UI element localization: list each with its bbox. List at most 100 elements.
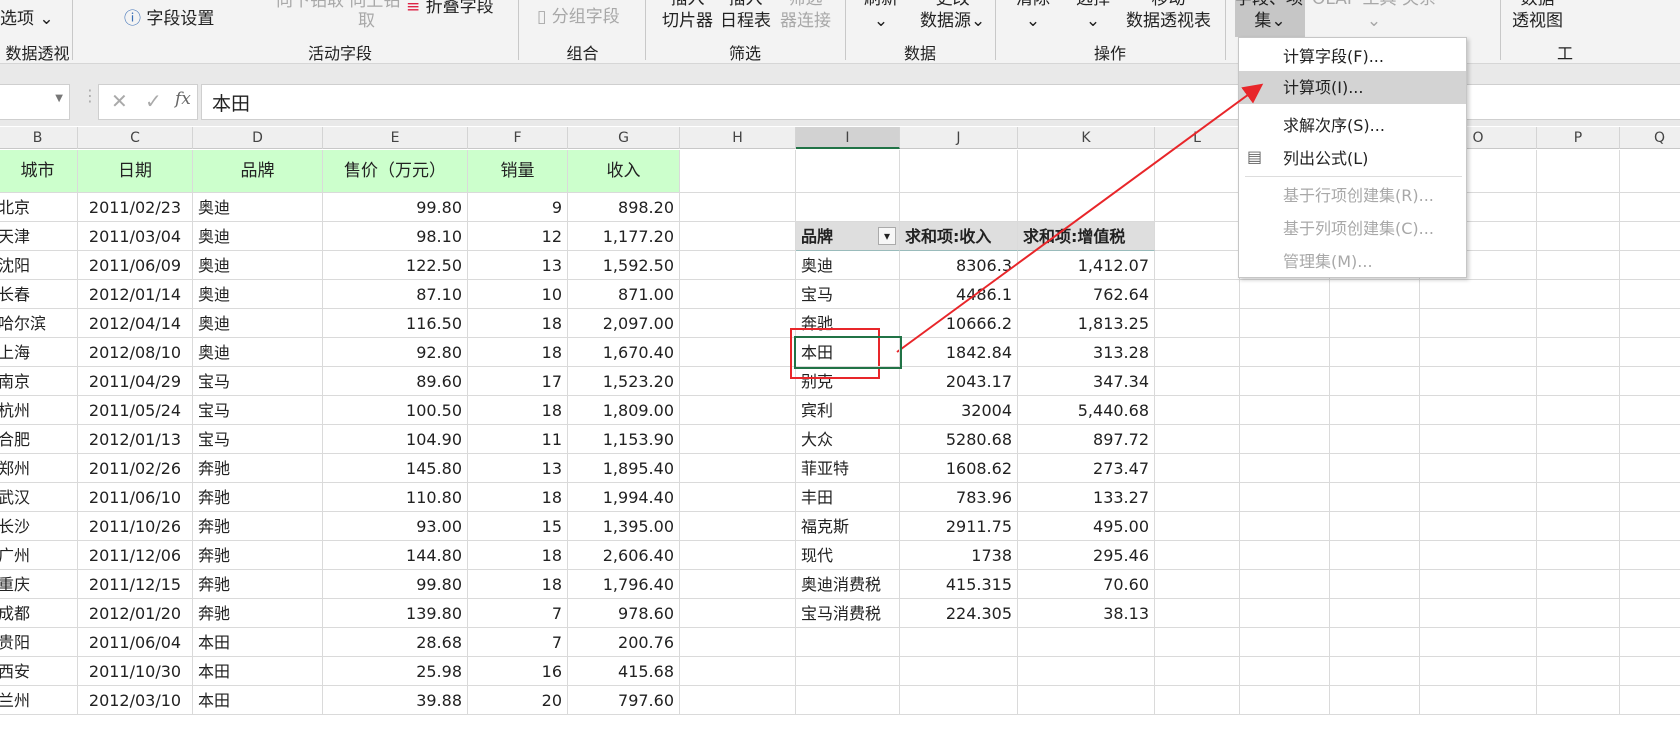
empty-cell[interactable] [1330,396,1420,425]
empty-cell[interactable] [1240,483,1330,512]
source-data-cell[interactable]: 本田 [193,657,323,686]
source-data-cell[interactable]: 本田 [193,686,323,715]
drag-handle-icon[interactable]: ⋮ [82,86,98,105]
empty-cell[interactable] [1620,512,1680,541]
source-data-cell[interactable]: 1,523.20 [568,367,680,396]
empty-cell[interactable] [680,657,796,686]
source-data-cell[interactable]: 上海 [0,338,78,367]
source-data-cell[interactable]: 2011/02/23 [78,193,193,222]
pivot-data-cell[interactable]: 1,412.07 [1018,251,1155,280]
source-data-cell[interactable]: 1,670.40 [568,338,680,367]
source-data-cell[interactable]: 奔驰 [193,570,323,599]
empty-cell[interactable] [1537,396,1620,425]
source-data-cell[interactable]: 89.60 [323,367,468,396]
empty-cell[interactable] [1155,599,1240,628]
empty-cell[interactable] [680,309,796,338]
empty-cell[interactable] [900,628,1018,657]
empty-cell[interactable] [1420,628,1537,657]
pivot-data-cell[interactable]: 32004 [900,396,1018,425]
source-data-cell[interactable]: 重庆 [0,570,78,599]
empty-cell[interactable] [1537,150,1620,193]
column-header[interactable]: D [193,127,323,149]
collapse-field-button[interactable]: ≡ 折叠字段 [406,0,494,18]
source-data-cell[interactable]: 18 [468,338,568,367]
pivot-data-cell[interactable]: 2911.75 [900,512,1018,541]
empty-cell[interactable] [1240,338,1330,367]
empty-cell[interactable] [1330,483,1420,512]
empty-cell[interactable] [1018,628,1155,657]
source-data-cell[interactable]: 39.88 [323,686,468,715]
options-button[interactable]: 选项 ⌄ [0,9,54,29]
empty-cell[interactable] [680,367,796,396]
empty-cell[interactable] [1537,541,1620,570]
source-data-cell[interactable]: 兰州 [0,686,78,715]
empty-cell[interactable] [1420,309,1537,338]
empty-cell[interactable] [1537,280,1620,309]
empty-cell[interactable] [1330,541,1420,570]
pivot-data-cell[interactable]: 70.60 [1018,570,1155,599]
pivot-header-cell[interactable]: 求和项:收入 [900,222,1018,251]
source-header-cell[interactable]: 售价（万元） [323,150,468,193]
source-data-cell[interactable]: 奔驰 [193,454,323,483]
source-data-cell[interactable]: 哈尔滨 [0,309,78,338]
source-data-cell[interactable]: 2012/08/10 [78,338,193,367]
empty-cell[interactable] [1620,150,1680,193]
source-data-cell[interactable]: 2012/03/10 [78,686,193,715]
source-data-cell[interactable]: 北京 [0,193,78,222]
empty-cell[interactable] [1537,570,1620,599]
menu-item[interactable]: 求解次序(S)... [1283,116,1385,135]
source-data-cell[interactable]: 2011/12/06 [78,541,193,570]
source-data-cell[interactable]: 2,097.00 [568,309,680,338]
source-data-cell[interactable]: 92.80 [323,338,468,367]
source-data-cell[interactable]: 99.80 [323,193,468,222]
empty-cell[interactable] [900,657,1018,686]
empty-cell[interactable] [1537,628,1620,657]
drill-down-button[interactable]: 向下钻取 向上钻 [276,0,400,12]
empty-cell[interactable] [1240,425,1330,454]
source-data-cell[interactable]: 奥迪 [193,309,323,338]
empty-cell[interactable] [1240,454,1330,483]
empty-cell[interactable] [1240,657,1330,686]
clear-button[interactable]: 清除⌄ [1016,0,1050,32]
source-data-cell[interactable]: 1,177.20 [568,222,680,251]
empty-cell[interactable] [1018,657,1155,686]
pivot-data-cell[interactable]: 菲亚特 [796,454,900,483]
source-data-cell[interactable]: 奥迪 [193,338,323,367]
empty-cell[interactable] [680,193,796,222]
filter-dropdown-icon[interactable]: ▾ [878,227,896,245]
field-settings-button[interactable]: ⓘ 字段设置 [124,8,214,30]
empty-cell[interactable] [1420,483,1537,512]
pivot-data-cell[interactable]: 1,813.25 [1018,309,1155,338]
source-data-cell[interactable]: 奥迪 [193,193,323,222]
fx-icon[interactable]: fx [175,89,191,109]
source-header-cell[interactable]: 城市 [0,150,78,193]
empty-cell[interactable] [1240,570,1330,599]
filter-connections-button[interactable]: 筛选器连接 [780,0,831,32]
empty-cell[interactable] [1155,628,1240,657]
empty-cell[interactable] [1620,222,1680,251]
source-data-cell[interactable]: 797.60 [568,686,680,715]
empty-cell[interactable] [680,483,796,512]
source-data-cell[interactable]: 奔驰 [193,512,323,541]
source-data-cell[interactable]: 广州 [0,541,78,570]
enter-icon[interactable]: ✓ [145,89,162,113]
group-field-button[interactable]: ▯ 分组字段 [537,6,620,28]
empty-cell[interactable] [680,541,796,570]
empty-cell[interactable] [680,222,796,251]
source-data-cell[interactable]: 贵阳 [0,628,78,657]
empty-cell[interactable] [1155,657,1240,686]
source-data-cell[interactable]: 18 [468,309,568,338]
source-data-cell[interactable]: 116.50 [323,309,468,338]
empty-cell[interactable] [1155,454,1240,483]
source-data-cell[interactable]: 1,895.40 [568,454,680,483]
empty-cell[interactable] [1420,541,1537,570]
source-data-cell[interactable]: 144.80 [323,541,468,570]
empty-cell[interactable] [1537,251,1620,280]
empty-cell[interactable] [1420,280,1537,309]
source-data-cell[interactable]: 13 [468,251,568,280]
empty-cell[interactable] [1537,193,1620,222]
column-header[interactable]: E [323,127,468,149]
insert-slicer-button[interactable]: 插入切片器 [662,0,713,32]
empty-cell[interactable] [1620,686,1680,715]
source-data-cell[interactable]: 2012/01/13 [78,425,193,454]
